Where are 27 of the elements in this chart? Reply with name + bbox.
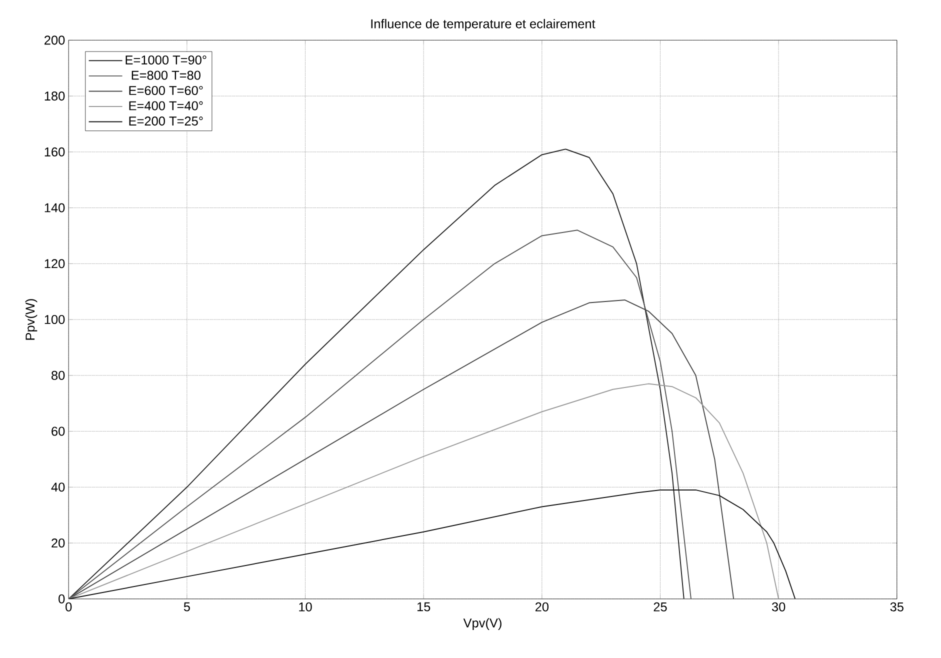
y-tick-label: 100: [44, 315, 65, 324]
y-tick-label: 180: [44, 92, 65, 101]
x-axis-title: Vpv(V): [463, 618, 502, 630]
y-tick-label: 200: [44, 36, 65, 45]
y-tick-label: 140: [44, 203, 65, 212]
x-tick-label: 35: [890, 602, 904, 612]
x-tick-label: 30: [772, 602, 786, 612]
x-tick-label: 10: [299, 602, 312, 612]
y-tick-label: 120: [44, 259, 65, 268]
legend-label: E=1000 T=90°: [126, 56, 206, 65]
legend-label: E=400 T=40°: [129, 101, 203, 110]
x-tick-label: 15: [417, 602, 430, 612]
y-tick-label: 40: [51, 482, 65, 492]
x-tick-label: 25: [654, 602, 667, 612]
y-tick-label: 20: [52, 538, 65, 548]
y-tick-label: 0: [58, 594, 65, 604]
chart-title: Influence de temperature et eclairement: [371, 19, 596, 31]
x-tick-label: 5: [184, 602, 190, 612]
x-tick-label: 0: [66, 602, 72, 612]
y-tick-label: 80: [52, 371, 65, 380]
x-tick-label: 20: [535, 602, 549, 612]
y-axis-title: Ppv(W): [25, 299, 38, 340]
legend-label: E=200 T=25°: [129, 116, 203, 126]
y-tick-label: 60: [52, 426, 65, 436]
legend-label: E=800 T=80: [132, 70, 200, 80]
legend-label: E=600 T=60°: [129, 86, 203, 96]
y-tick-label: 160: [44, 148, 65, 157]
